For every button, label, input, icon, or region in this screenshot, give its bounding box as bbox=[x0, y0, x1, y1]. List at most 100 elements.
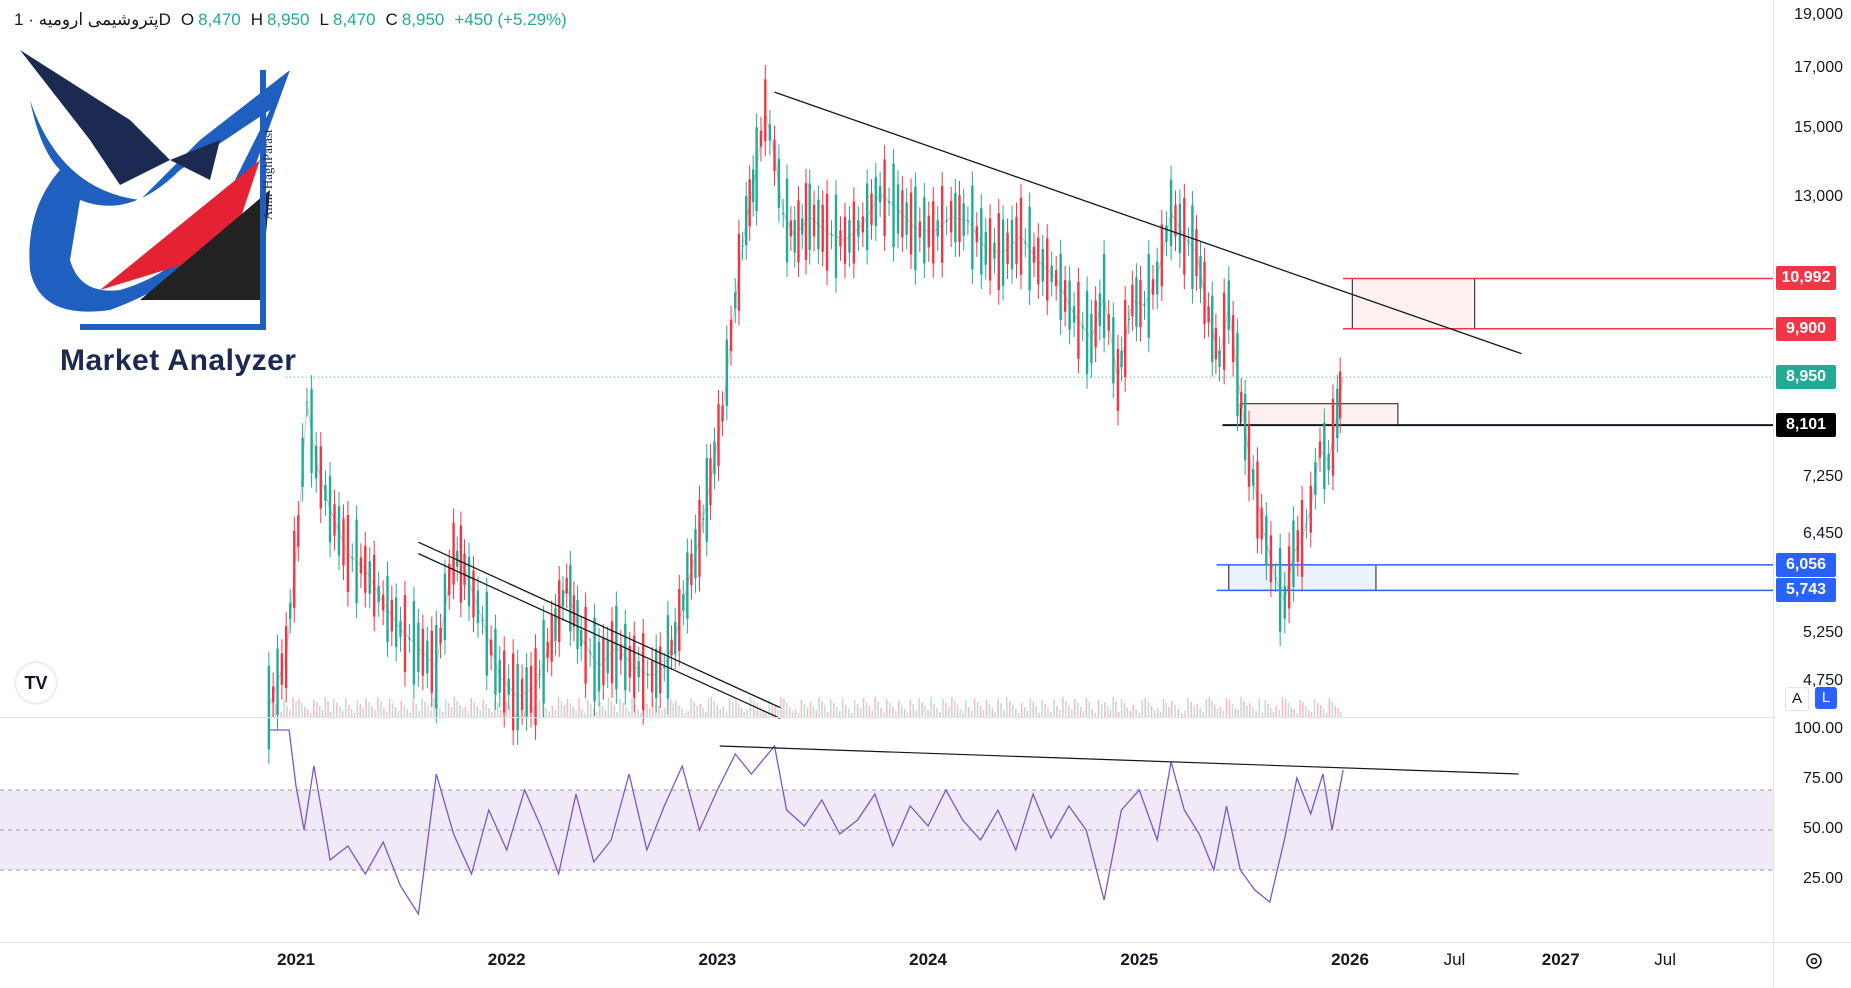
candle-body bbox=[1236, 332, 1239, 417]
volume-bar bbox=[942, 699, 944, 717]
candle-body bbox=[430, 630, 433, 693]
volume-bar bbox=[1264, 700, 1266, 717]
volume-bar bbox=[681, 709, 683, 717]
symbol-name[interactable]: پتروشیمی ارومیه · 1D bbox=[14, 10, 171, 29]
volume-bar bbox=[640, 713, 642, 717]
candle-body bbox=[1260, 507, 1263, 540]
volume-bar bbox=[442, 712, 444, 717]
candle-body bbox=[417, 622, 420, 673]
volume-bar bbox=[1287, 703, 1290, 717]
volume-bar bbox=[306, 709, 309, 717]
volume-bar bbox=[1123, 703, 1126, 717]
candle-body bbox=[610, 621, 614, 684]
volume-bar bbox=[704, 712, 707, 717]
volume-bar bbox=[800, 700, 803, 717]
log-scale-button[interactable]: L bbox=[1815, 687, 1837, 709]
candle-body bbox=[597, 642, 601, 692]
volume-bar bbox=[874, 697, 876, 717]
candle-body bbox=[887, 201, 891, 203]
volume-bar bbox=[604, 710, 607, 717]
volume-bar bbox=[362, 708, 364, 717]
candle-body bbox=[1323, 422, 1326, 489]
pane-separator[interactable] bbox=[0, 717, 1773, 718]
volume-bar bbox=[850, 713, 853, 717]
candle-body bbox=[565, 577, 568, 594]
volume-bar bbox=[1325, 713, 1328, 717]
candle-body bbox=[1169, 179, 1173, 247]
volume-bar bbox=[777, 710, 779, 717]
candle-body bbox=[637, 661, 640, 678]
volume-bar bbox=[1322, 709, 1325, 717]
volume-bar bbox=[593, 708, 595, 717]
volume-bar bbox=[672, 703, 674, 717]
candle-body bbox=[412, 600, 416, 685]
candle-body bbox=[584, 606, 587, 684]
candle-body bbox=[1211, 295, 1214, 362]
candle-body bbox=[408, 638, 411, 640]
candle-body bbox=[909, 192, 913, 255]
volume-bar bbox=[1157, 708, 1159, 717]
candle-body bbox=[721, 405, 724, 422]
candle-body bbox=[619, 644, 623, 661]
x-tick-label: Jul bbox=[1443, 950, 1466, 969]
candle-body bbox=[914, 186, 917, 271]
candle-body bbox=[386, 575, 389, 643]
volume-bar bbox=[631, 698, 633, 717]
candle-body bbox=[705, 458, 708, 542]
candle-body bbox=[1068, 280, 1071, 330]
volume-bar bbox=[918, 698, 920, 717]
candle-body bbox=[745, 195, 748, 246]
candle-body bbox=[467, 556, 471, 607]
volume-bar bbox=[1199, 708, 1201, 717]
candle-body bbox=[276, 648, 279, 715]
volume-bar bbox=[436, 704, 438, 717]
tradingview-logo-icon[interactable]: TV bbox=[16, 663, 56, 703]
candle-body bbox=[472, 570, 475, 618]
volume-bar bbox=[572, 707, 574, 717]
volume-bar bbox=[491, 712, 493, 717]
candle-body bbox=[421, 628, 425, 676]
x-tick-label: 2027 bbox=[1541, 950, 1580, 969]
candle-body bbox=[670, 639, 673, 656]
volume-bar bbox=[301, 703, 303, 717]
candle-body bbox=[1151, 279, 1155, 295]
volume-bar bbox=[699, 704, 701, 717]
candle-body bbox=[801, 218, 804, 235]
candle-body bbox=[654, 648, 658, 698]
candle-body bbox=[1227, 280, 1230, 330]
volume-bar bbox=[1062, 697, 1064, 717]
volume-bar bbox=[1135, 709, 1137, 717]
volume-bar bbox=[690, 698, 692, 717]
candle-body bbox=[966, 220, 970, 222]
volume-bar bbox=[818, 697, 820, 717]
candle-body bbox=[1336, 388, 1339, 439]
volume-bar bbox=[1304, 706, 1307, 717]
volume-bar bbox=[341, 711, 344, 717]
volume-bar bbox=[771, 704, 773, 717]
candle-body bbox=[1059, 253, 1062, 321]
candle-body bbox=[1098, 293, 1102, 327]
volume-bar bbox=[283, 699, 285, 717]
candle-body bbox=[1006, 232, 1009, 265]
candle-body bbox=[267, 665, 271, 750]
settings-gear-icon[interactable] bbox=[1803, 950, 1825, 972]
candle-body bbox=[319, 446, 323, 509]
candle-body bbox=[997, 213, 1000, 291]
volume-bar bbox=[461, 709, 464, 717]
volume-bar bbox=[753, 701, 755, 717]
candle-body bbox=[878, 186, 882, 203]
volume-bar bbox=[862, 698, 865, 717]
auto-scale-button[interactable]: A bbox=[1785, 687, 1809, 711]
candle-body bbox=[1050, 265, 1053, 282]
candle-body bbox=[1327, 454, 1330, 471]
volume-bar bbox=[386, 712, 388, 717]
volume-bar bbox=[646, 704, 648, 717]
candle-body bbox=[793, 220, 796, 253]
candle-body bbox=[439, 627, 442, 644]
candle-body bbox=[459, 525, 463, 603]
candle-body bbox=[870, 193, 873, 225]
volume-bar bbox=[347, 705, 350, 717]
volume-bar bbox=[707, 699, 710, 717]
volume-bar bbox=[1193, 706, 1195, 717]
